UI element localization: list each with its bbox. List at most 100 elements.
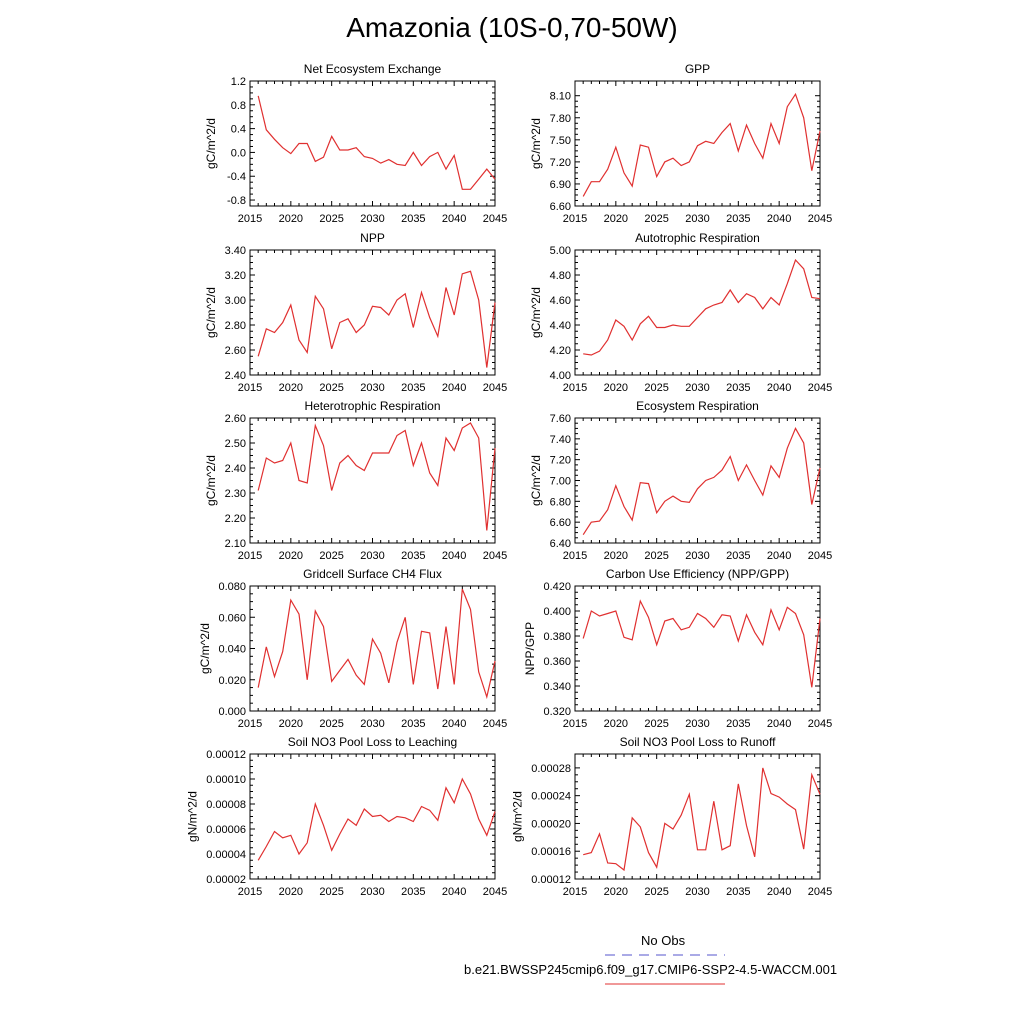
y-tick-label: 4.40 xyxy=(550,320,571,332)
x-tick-label: 2045 xyxy=(808,213,832,225)
x-tick-label: 2020 xyxy=(604,718,628,730)
y-axis-label: gN/m^2/d xyxy=(186,791,200,842)
y-axis-label: gC/m^2/d xyxy=(529,455,543,506)
y-tick-label: 4.20 xyxy=(550,345,571,357)
x-tick-label: 2035 xyxy=(401,550,425,562)
panel-10: Soil NO3 Pool Loss to Runoff 2015 2020 2025… xyxy=(511,735,833,898)
y-tick-label: 0.8 xyxy=(231,100,246,112)
x-tick-label: 2015 xyxy=(563,718,587,730)
panel-title: Net Ecosystem Exchange xyxy=(304,62,442,76)
legend-line-no-obs xyxy=(605,954,725,956)
y-tick-label: 0.080 xyxy=(218,581,246,593)
x-tick-label: 2030 xyxy=(360,718,384,730)
x-tick-label: 2045 xyxy=(808,550,832,562)
x-tick-label: 2020 xyxy=(604,382,628,394)
y-tick-label: 3.40 xyxy=(225,245,246,257)
panel-title: GPP xyxy=(685,62,710,76)
series-line xyxy=(582,92,821,197)
plot-frame xyxy=(249,417,496,544)
y-tick-label: 2.80 xyxy=(225,320,246,332)
y-tick-label: 2.30 xyxy=(225,488,246,500)
series-line xyxy=(582,427,821,536)
x-tick-label: 2030 xyxy=(685,382,709,394)
y-tick-label: 4.60 xyxy=(550,295,571,307)
y-tick-label: 6.60 xyxy=(550,201,571,213)
y-tick-label: 0.00010 xyxy=(206,774,246,786)
y-tick-label: 0.0 xyxy=(231,147,246,159)
panel-2: GPP 2015 2020 2025 2030 2035 2040 2045 6.60 6.90 7… xyxy=(529,62,832,225)
x-tick-label: 2045 xyxy=(483,550,507,562)
y-tick-label: 0.00004 xyxy=(206,849,246,861)
y-tick-label: 6.40 xyxy=(550,538,571,550)
x-tick-label: 2030 xyxy=(360,213,384,225)
y-tick-label: 0.00012 xyxy=(531,874,571,886)
panel-title: Heterotrophic Respiration xyxy=(304,399,440,413)
x-tick-label: 2045 xyxy=(483,213,507,225)
y-tick-label: 0.00024 xyxy=(531,791,571,803)
y-tick-label: 7.00 xyxy=(550,476,571,488)
y-tick-label: 1.2 xyxy=(231,76,246,88)
panel-title: Soil NO3 Pool Loss to Runoff xyxy=(620,735,777,749)
plot-frame xyxy=(249,585,496,712)
x-tick-label: 2045 xyxy=(483,382,507,394)
y-tick-label: 0.060 xyxy=(218,612,246,624)
y-tick-label: 2.50 xyxy=(225,438,246,450)
x-tick-label: 2020 xyxy=(279,886,303,898)
panel-title: Gridcell Surface CH4 Flux xyxy=(303,567,442,581)
x-tick-label: 2030 xyxy=(685,718,709,730)
x-tick-label: 2040 xyxy=(442,213,466,225)
y-tick-label: 5.00 xyxy=(550,245,571,257)
x-tick-label: 2035 xyxy=(401,213,425,225)
y-tick-label: 0.320 xyxy=(543,706,571,718)
x-tick-label: 2035 xyxy=(726,886,750,898)
x-tick-label: 2025 xyxy=(319,550,343,562)
y-tick-label: 3.20 xyxy=(225,270,246,282)
series-line xyxy=(583,767,821,872)
x-tick-label: 2020 xyxy=(279,213,303,225)
x-tick-label: 2035 xyxy=(401,382,425,394)
y-tick-label: 8.10 xyxy=(550,91,571,103)
x-tick-label: 2035 xyxy=(401,886,425,898)
x-tick-label: 2025 xyxy=(319,213,343,225)
y-tick-label: 0.400 xyxy=(543,606,571,618)
x-tick-label: 2045 xyxy=(808,886,832,898)
y-tick-label: 6.90 xyxy=(550,179,571,191)
panel-title: Autotrophic Respiration xyxy=(635,231,760,245)
y-axis-label: gC/m^2/d xyxy=(204,287,218,338)
x-tick-label: 2045 xyxy=(808,718,832,730)
x-tick-label: 2025 xyxy=(644,886,668,898)
series-line xyxy=(257,270,496,368)
figure-title: Amazonia (10S-0,70-50W) xyxy=(346,12,678,43)
x-tick-label: 2020 xyxy=(604,213,628,225)
y-tick-label: 2.20 xyxy=(225,513,246,525)
y-tick-label: 0.040 xyxy=(218,644,246,656)
x-tick-label: 2035 xyxy=(726,550,750,562)
panel-title: Carbon Use Efficiency (NPP/GPP) xyxy=(606,567,789,581)
x-tick-label: 2040 xyxy=(767,550,791,562)
y-tick-label: 7.20 xyxy=(550,455,571,467)
y-tick-label: 0.380 xyxy=(543,631,571,643)
x-tick-label: 2015 xyxy=(238,213,262,225)
y-tick-label: 7.60 xyxy=(550,413,571,425)
series-line xyxy=(583,258,821,356)
x-tick-label: 2015 xyxy=(563,213,587,225)
x-tick-label: 2040 xyxy=(767,382,791,394)
series-line xyxy=(582,599,821,688)
panel-6: Ecosystem Respiration 2015 2020 2025 2030 203… xyxy=(529,399,832,562)
y-tick-label: 0.00016 xyxy=(531,846,571,858)
y-tick-label: 0.00008 xyxy=(206,799,246,811)
legend-label-no-obs: No Obs xyxy=(641,933,686,948)
y-tick-label: 0.00006 xyxy=(206,824,246,836)
y-tick-label: 0.340 xyxy=(543,681,571,693)
y-tick-label: 0.000 xyxy=(218,706,246,718)
x-tick-label: 2015 xyxy=(563,382,587,394)
x-tick-label: 2045 xyxy=(483,886,507,898)
panel-9: Soil NO3 Pool Loss to Leaching 2015 2020 20… xyxy=(186,735,508,898)
x-tick-label: 2015 xyxy=(563,886,587,898)
plot-frame xyxy=(574,417,821,544)
y-tick-label: 0.360 xyxy=(543,656,571,668)
y-axis-label: gC/m^2/d xyxy=(529,118,543,169)
panel-title: Soil NO3 Pool Loss to Leaching xyxy=(288,735,457,749)
y-axis-label: NPP/GPP xyxy=(523,622,537,675)
x-tick-label: 2015 xyxy=(563,550,587,562)
